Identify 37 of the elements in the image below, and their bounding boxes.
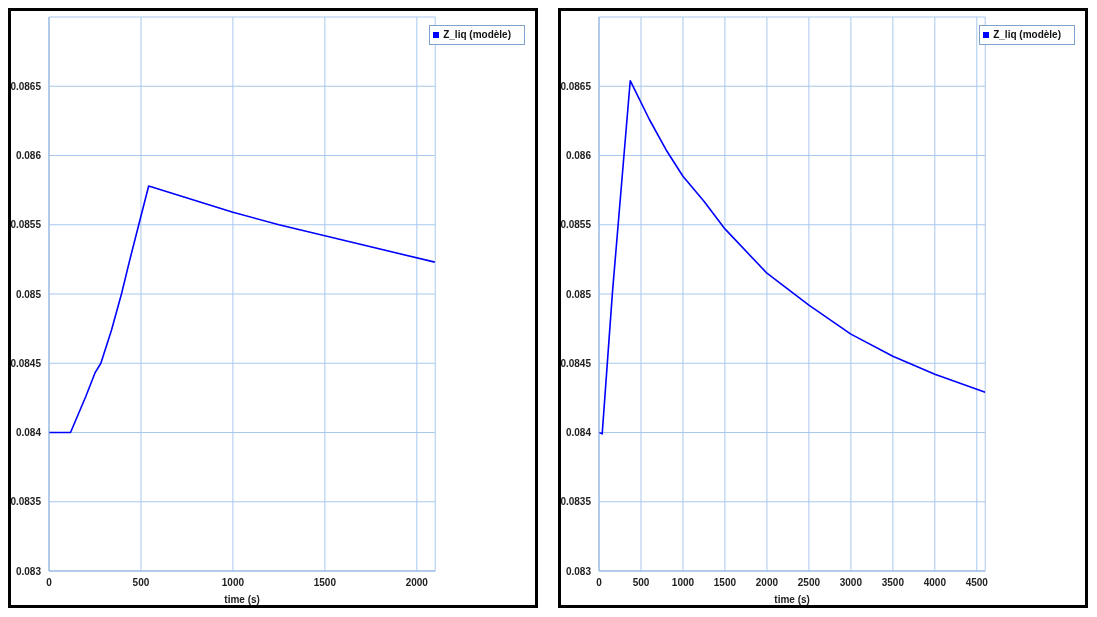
x-tick-label: 500	[132, 577, 150, 589]
legend-label: Z_liq (modèle)	[443, 29, 511, 40]
x-tick-label: 500	[632, 577, 650, 589]
x-tick-label: 2500	[797, 577, 821, 589]
y-tick-label: 0.084	[15, 427, 42, 439]
y-tick-label: 0.0845	[10, 357, 42, 369]
x-axis-title: time (s)	[224, 594, 260, 605]
y-tick-label: 0.0855	[560, 219, 592, 231]
x-tick-label: 2000	[405, 577, 429, 589]
y-tick-label: 0.084	[565, 427, 592, 439]
y-tick-label: 0.086	[565, 150, 592, 162]
x-tick-label: 1500	[313, 577, 337, 589]
y-tick-label: 0.0835	[560, 496, 592, 508]
x-tick-label: 3000	[839, 577, 863, 589]
y-tick-label: 0.0855	[10, 219, 42, 231]
y-tick-label: 0.0865	[560, 80, 592, 92]
y-tick-label: 0.083	[15, 565, 42, 577]
y-tick-label: 0.085	[565, 288, 592, 300]
x-tick-label: 4500	[965, 577, 989, 589]
x-tick-label: 4000	[923, 577, 947, 589]
y-tick-label: 0.0845	[560, 357, 592, 369]
y-tick-label: 0.0865	[10, 80, 42, 92]
x-tick-label: 0	[596, 577, 603, 589]
x-axis-title: time (s)	[774, 594, 810, 605]
x-tick-label: 1000	[671, 577, 695, 589]
line-series	[599, 79, 986, 435]
x-tick-label: 0	[46, 577, 53, 589]
y-tick-label: 0.085	[15, 288, 42, 300]
y-tick-label: 0.086	[15, 150, 42, 162]
x-tick-label: 2000	[755, 577, 779, 589]
line-series	[49, 185, 436, 434]
x-tick-label: 1000	[221, 577, 245, 589]
x-tick-label: 1500	[713, 577, 737, 589]
x-tick-label: 3500	[881, 577, 905, 589]
y-tick-label: 0.083	[565, 565, 592, 577]
y-tick-label: 0.0835	[10, 496, 42, 508]
legend-label: Z_liq (modèle)	[993, 29, 1061, 40]
